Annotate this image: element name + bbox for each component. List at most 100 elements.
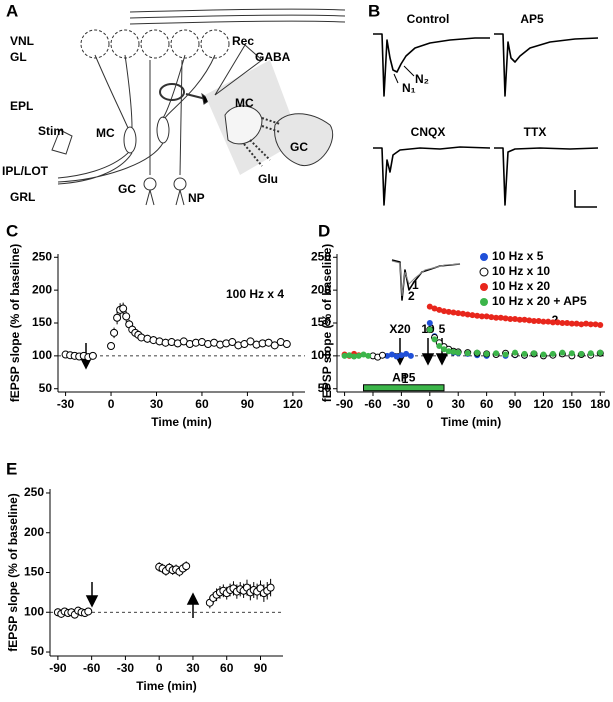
x-tick-label: 0 bbox=[426, 397, 433, 411]
point bbox=[597, 321, 604, 328]
annotation: 1 bbox=[402, 372, 409, 386]
point bbox=[441, 308, 448, 315]
point bbox=[407, 352, 414, 359]
legend-label: 10 Hz x 5 bbox=[492, 249, 544, 263]
y-tick-label: 150 bbox=[311, 315, 331, 329]
point bbox=[388, 351, 395, 358]
point bbox=[346, 352, 353, 359]
point bbox=[549, 350, 556, 357]
x-tick-label: -90 bbox=[49, 661, 67, 675]
point bbox=[426, 326, 433, 333]
point bbox=[441, 346, 448, 353]
x-tick-label: 120 bbox=[283, 397, 303, 411]
legend-label: 10 Hz x 10 bbox=[492, 264, 550, 278]
point bbox=[455, 310, 462, 317]
point bbox=[521, 316, 528, 323]
point bbox=[573, 320, 580, 327]
x-tick-label: 30 bbox=[452, 397, 466, 411]
condition: Control bbox=[407, 12, 450, 26]
condition: CNQX bbox=[411, 125, 446, 139]
peak-label: N₁ bbox=[402, 81, 416, 95]
point bbox=[122, 312, 131, 321]
label: GL bbox=[10, 50, 27, 64]
legend-marker bbox=[480, 298, 488, 306]
x-tick-label: -90 bbox=[336, 397, 354, 411]
point bbox=[478, 313, 485, 320]
y-tick-label: 50 bbox=[31, 644, 45, 658]
point bbox=[521, 350, 528, 357]
y-axis-label: fEPSP slope (% of baseline) bbox=[8, 244, 22, 402]
point bbox=[110, 328, 119, 337]
point bbox=[488, 314, 495, 321]
point bbox=[507, 316, 514, 323]
legend-marker bbox=[480, 283, 488, 291]
point bbox=[469, 312, 476, 319]
panel-letter: C bbox=[6, 221, 18, 240]
point bbox=[450, 348, 457, 355]
point bbox=[455, 349, 462, 356]
y-tick-label: 250 bbox=[311, 249, 331, 263]
point bbox=[512, 349, 519, 356]
point bbox=[445, 348, 452, 355]
x-tick-label: 30 bbox=[186, 661, 200, 675]
legend-marker bbox=[479, 267, 489, 277]
x-tick-label: -30 bbox=[57, 397, 75, 411]
point bbox=[355, 352, 362, 359]
x-axis-label: Time (min) bbox=[151, 415, 211, 429]
condition: AP5 bbox=[520, 12, 544, 26]
trace bbox=[373, 33, 490, 97]
point bbox=[464, 311, 471, 318]
point bbox=[540, 318, 547, 325]
panel-letter: A bbox=[6, 1, 18, 20]
x-tick-label: -30 bbox=[117, 661, 135, 675]
y-tick-label: 100 bbox=[32, 348, 52, 362]
point bbox=[530, 350, 537, 357]
x-tick-label: 150 bbox=[562, 397, 582, 411]
point bbox=[445, 308, 452, 315]
point bbox=[474, 312, 481, 319]
peak-label: N₂ bbox=[415, 72, 429, 86]
x-tick-label: 30 bbox=[150, 397, 164, 411]
point bbox=[436, 343, 443, 349]
y-tick-label: 200 bbox=[311, 282, 331, 296]
x-tick-label: 90 bbox=[241, 397, 255, 411]
y-tick-label: 100 bbox=[311, 348, 331, 362]
label: VNL bbox=[10, 34, 34, 48]
point bbox=[431, 336, 438, 343]
y-tick-label: 250 bbox=[24, 485, 44, 499]
scale-bar bbox=[574, 190, 597, 208]
x-tick-label: 60 bbox=[480, 397, 494, 411]
point bbox=[502, 351, 509, 358]
label: GABA bbox=[255, 50, 291, 64]
label: Glu bbox=[258, 172, 278, 186]
legend-marker bbox=[480, 253, 488, 261]
label: Rec bbox=[232, 34, 254, 48]
annotation: 2 bbox=[552, 313, 559, 327]
label: MC bbox=[235, 96, 254, 110]
label: MC bbox=[96, 126, 115, 140]
point bbox=[282, 340, 291, 349]
panel-letter: D bbox=[318, 221, 330, 240]
legend-label: 10 Hz x 20 bbox=[492, 279, 550, 293]
y-tick-label: 50 bbox=[39, 381, 53, 395]
point bbox=[568, 350, 575, 357]
panel-a: A VNL GL EPL Stim MC IPL/LOT GRL GC bbox=[2, 1, 346, 205]
inset-label: 2 bbox=[408, 289, 415, 303]
point bbox=[464, 350, 471, 357]
inset-label: 1 bbox=[412, 278, 419, 292]
point bbox=[246, 337, 255, 346]
point bbox=[483, 313, 490, 320]
point bbox=[436, 306, 443, 313]
y-tick-label: 100 bbox=[24, 604, 44, 618]
panel-letter: E bbox=[6, 459, 17, 478]
x-tick-label: -30 bbox=[393, 397, 411, 411]
point bbox=[583, 320, 590, 327]
label: EPL bbox=[10, 99, 33, 113]
point bbox=[493, 350, 500, 357]
condition: TTX bbox=[524, 125, 547, 139]
x-axis-label: Time (min) bbox=[136, 679, 196, 693]
point bbox=[270, 341, 279, 350]
point bbox=[559, 349, 566, 356]
drug-label: AP5 bbox=[392, 370, 416, 384]
y-tick-label: 50 bbox=[318, 381, 332, 395]
